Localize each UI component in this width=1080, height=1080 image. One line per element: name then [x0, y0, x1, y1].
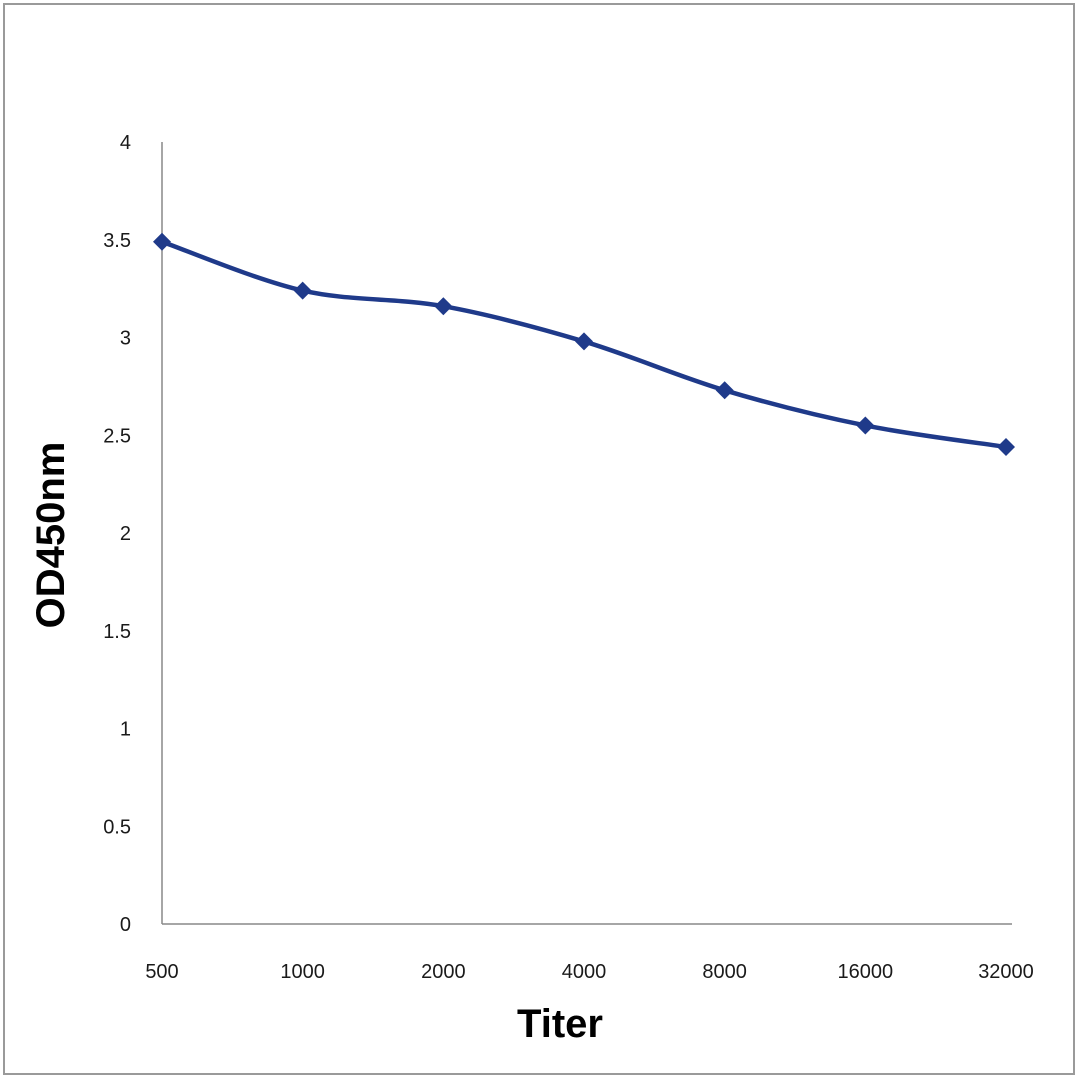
- y-tick-label: 3: [120, 328, 131, 350]
- x-tick-label: 1000: [280, 961, 325, 983]
- y-axis-title: OD450nm: [29, 442, 73, 629]
- y-tick-label: 2.5: [103, 425, 131, 447]
- x-tick-label: 2000: [421, 961, 466, 983]
- x-tick-label: 32000: [978, 961, 1034, 983]
- x-tick-label: 500: [145, 961, 178, 983]
- chart-frame: [3, 3, 1075, 1075]
- y-tick-label: 1.5: [103, 621, 131, 643]
- series-group: [153, 232, 1015, 456]
- x-tick-label: 16000: [838, 961, 894, 983]
- x-axis-title: Titer: [517, 1002, 603, 1046]
- x-tick-label: 4000: [562, 961, 607, 983]
- x-tick-label: 8000: [702, 961, 747, 983]
- data-point-marker: [997, 437, 1015, 456]
- y-tick-label: 0.5: [103, 816, 131, 838]
- y-tick-label: 4: [120, 132, 131, 154]
- y-tick-label: 0: [120, 914, 131, 936]
- y-tick-label: 2: [120, 523, 131, 545]
- data-point-marker: [856, 416, 875, 435]
- data-point-marker: [434, 297, 453, 316]
- data-point-marker: [715, 381, 734, 400]
- data-point-marker: [575, 332, 593, 351]
- y-tick-label: 3.5: [103, 230, 131, 252]
- data-point-marker: [293, 281, 312, 300]
- data-point-marker: [153, 232, 171, 251]
- y-tick-labels: 0 0.5 1 1.5 2 2.5 3 3.5 4: [103, 132, 131, 936]
- x-tick-labels: 500 1000 2000 4000 8000 16000 32000: [145, 961, 1034, 983]
- y-tick-label: 1: [120, 719, 131, 741]
